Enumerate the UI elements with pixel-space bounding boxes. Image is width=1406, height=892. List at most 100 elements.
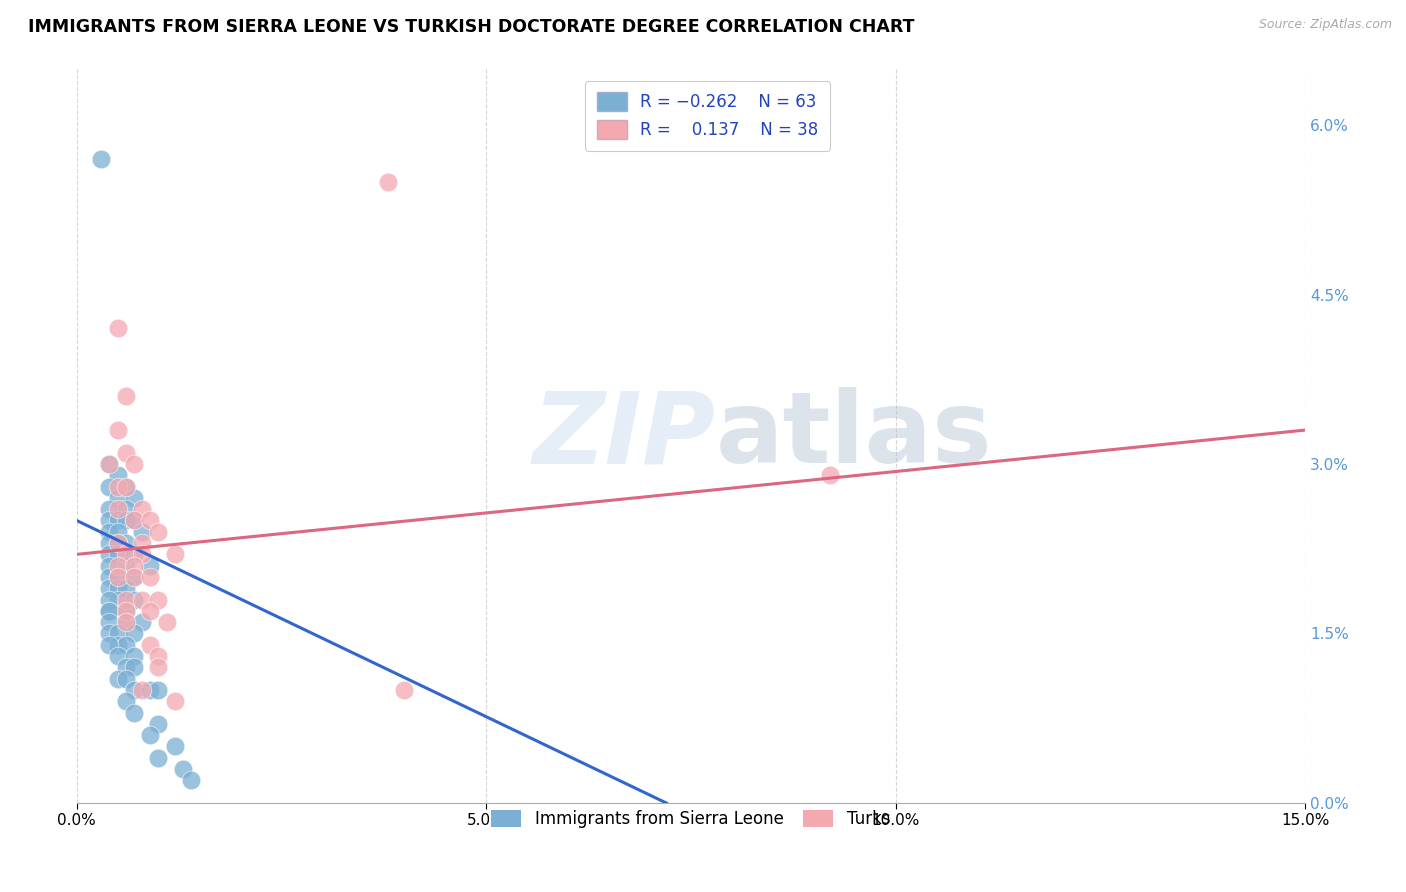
Point: [122, 683, 145, 698]
Point: [98, 592, 121, 607]
Point: [131, 548, 153, 562]
Point: [107, 524, 129, 539]
Point: [107, 491, 129, 505]
Point: [114, 479, 136, 493]
Point: [139, 604, 162, 618]
Point: [107, 649, 129, 664]
Point: [122, 513, 145, 527]
Point: [98, 513, 121, 527]
Point: [148, 717, 170, 731]
Point: [122, 548, 145, 562]
Point: [98, 558, 121, 573]
Point: [114, 582, 136, 596]
Point: [114, 604, 136, 618]
Point: [98, 457, 121, 471]
Point: [131, 524, 153, 539]
Point: [107, 592, 129, 607]
Point: [163, 694, 186, 708]
Point: [148, 660, 170, 674]
Point: [122, 513, 145, 527]
Point: [131, 683, 153, 698]
Point: [114, 592, 136, 607]
Point: [114, 604, 136, 618]
Point: [139, 513, 162, 527]
Point: [107, 626, 129, 640]
Point: [107, 502, 129, 516]
Point: [107, 423, 129, 437]
Point: [392, 683, 415, 698]
Point: [114, 548, 136, 562]
Point: [107, 672, 129, 686]
Point: [180, 773, 202, 788]
Point: [148, 683, 170, 698]
Point: [114, 615, 136, 630]
Point: [114, 694, 136, 708]
Text: atlas: atlas: [716, 387, 993, 484]
Point: [122, 706, 145, 720]
Point: [107, 536, 129, 550]
Point: [107, 582, 129, 596]
Point: [139, 638, 162, 652]
Point: [122, 570, 145, 584]
Point: [131, 536, 153, 550]
Point: [107, 638, 129, 652]
Point: [98, 479, 121, 493]
Point: [131, 615, 153, 630]
Point: [114, 479, 136, 493]
Point: [114, 502, 136, 516]
Point: [107, 570, 129, 584]
Point: [98, 548, 121, 562]
Point: [98, 615, 121, 630]
Point: [139, 683, 162, 698]
Point: [163, 548, 186, 562]
Point: [818, 468, 841, 483]
Point: [139, 570, 162, 584]
Point: [107, 479, 129, 493]
Point: [107, 468, 129, 483]
Point: [139, 728, 162, 742]
Point: [114, 660, 136, 674]
Point: [114, 672, 136, 686]
Point: [98, 570, 121, 584]
Point: [107, 558, 129, 573]
Point: [114, 558, 136, 573]
Point: [114, 638, 136, 652]
Point: [148, 649, 170, 664]
Point: [98, 604, 121, 618]
Point: [122, 570, 145, 584]
Point: [98, 638, 121, 652]
Point: [98, 524, 121, 539]
Point: [148, 751, 170, 765]
Point: [107, 321, 129, 335]
Point: [122, 626, 145, 640]
Point: [163, 739, 186, 754]
Point: [90, 152, 112, 166]
Point: [107, 570, 129, 584]
Point: [131, 502, 153, 516]
Point: [122, 457, 145, 471]
Point: [122, 649, 145, 664]
Point: [122, 558, 145, 573]
Point: [98, 604, 121, 618]
Point: [114, 615, 136, 630]
Point: [107, 548, 129, 562]
Legend: Immigrants from Sierra Leone, Turks: Immigrants from Sierra Leone, Turks: [485, 804, 897, 835]
Point: [148, 524, 170, 539]
Point: [139, 558, 162, 573]
Point: [114, 536, 136, 550]
Point: [172, 762, 194, 776]
Point: [156, 615, 179, 630]
Point: [98, 626, 121, 640]
Point: [107, 513, 129, 527]
Text: Source: ZipAtlas.com: Source: ZipAtlas.com: [1258, 18, 1392, 31]
Point: [122, 592, 145, 607]
Point: [122, 660, 145, 674]
Text: IMMIGRANTS FROM SIERRA LEONE VS TURKISH DOCTORATE DEGREE CORRELATION CHART: IMMIGRANTS FROM SIERRA LEONE VS TURKISH …: [28, 18, 915, 36]
Point: [114, 389, 136, 403]
Point: [114, 513, 136, 527]
Point: [98, 536, 121, 550]
Point: [98, 457, 121, 471]
Point: [131, 592, 153, 607]
Point: [148, 592, 170, 607]
Point: [107, 536, 129, 550]
